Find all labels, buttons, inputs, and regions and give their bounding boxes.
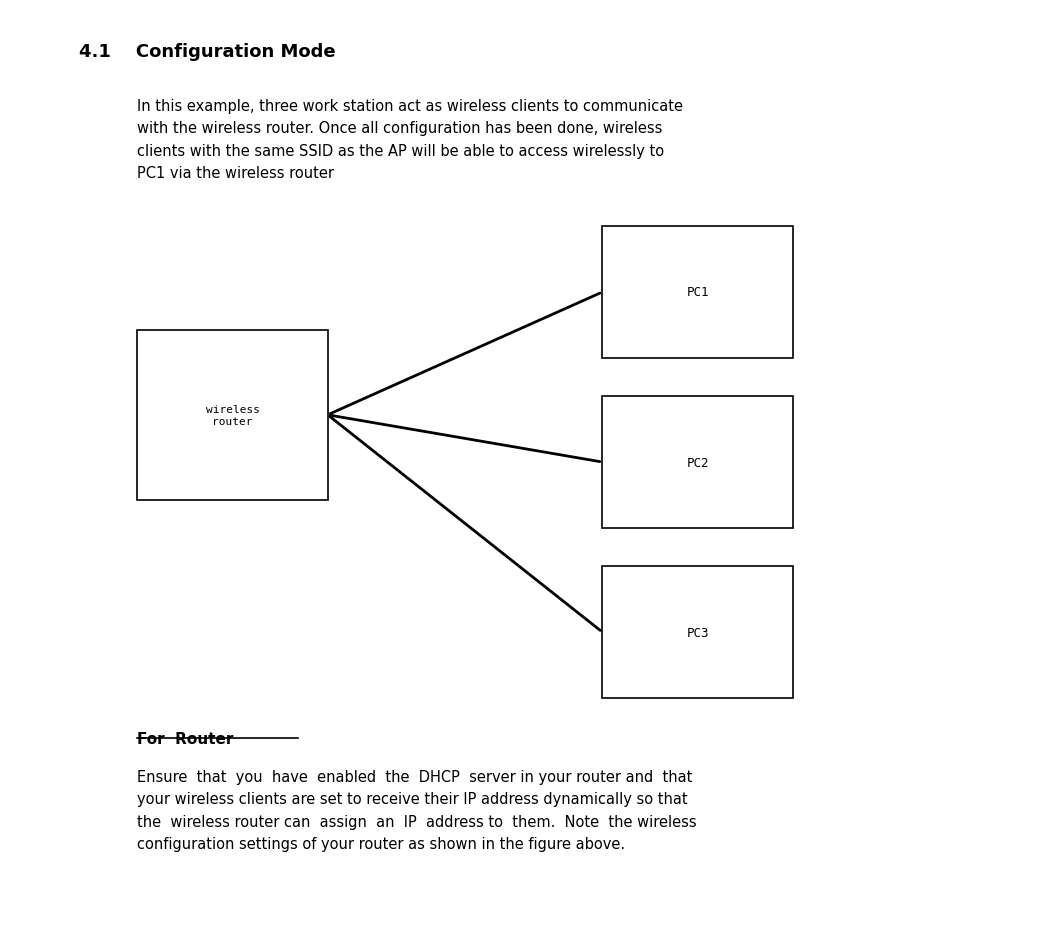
FancyBboxPatch shape [602,566,793,699]
FancyBboxPatch shape [602,396,793,529]
Text: 4.1    Configuration Mode: 4.1 Configuration Mode [79,42,336,60]
Text: In this example, three work station act as wireless clients to communicate
with : In this example, three work station act … [137,99,684,180]
FancyBboxPatch shape [137,330,328,500]
Text: PC2: PC2 [686,456,709,469]
Text: For  Router: For Router [137,732,234,747]
Text: PC3: PC3 [686,626,709,639]
Text: wireless
router: wireless router [205,405,260,426]
FancyBboxPatch shape [602,227,793,359]
Text: PC1: PC1 [686,286,709,299]
Text: Ensure  that  you  have  enabled  the  DHCP  server in your router and  that
you: Ensure that you have enabled the DHCP se… [137,769,697,851]
